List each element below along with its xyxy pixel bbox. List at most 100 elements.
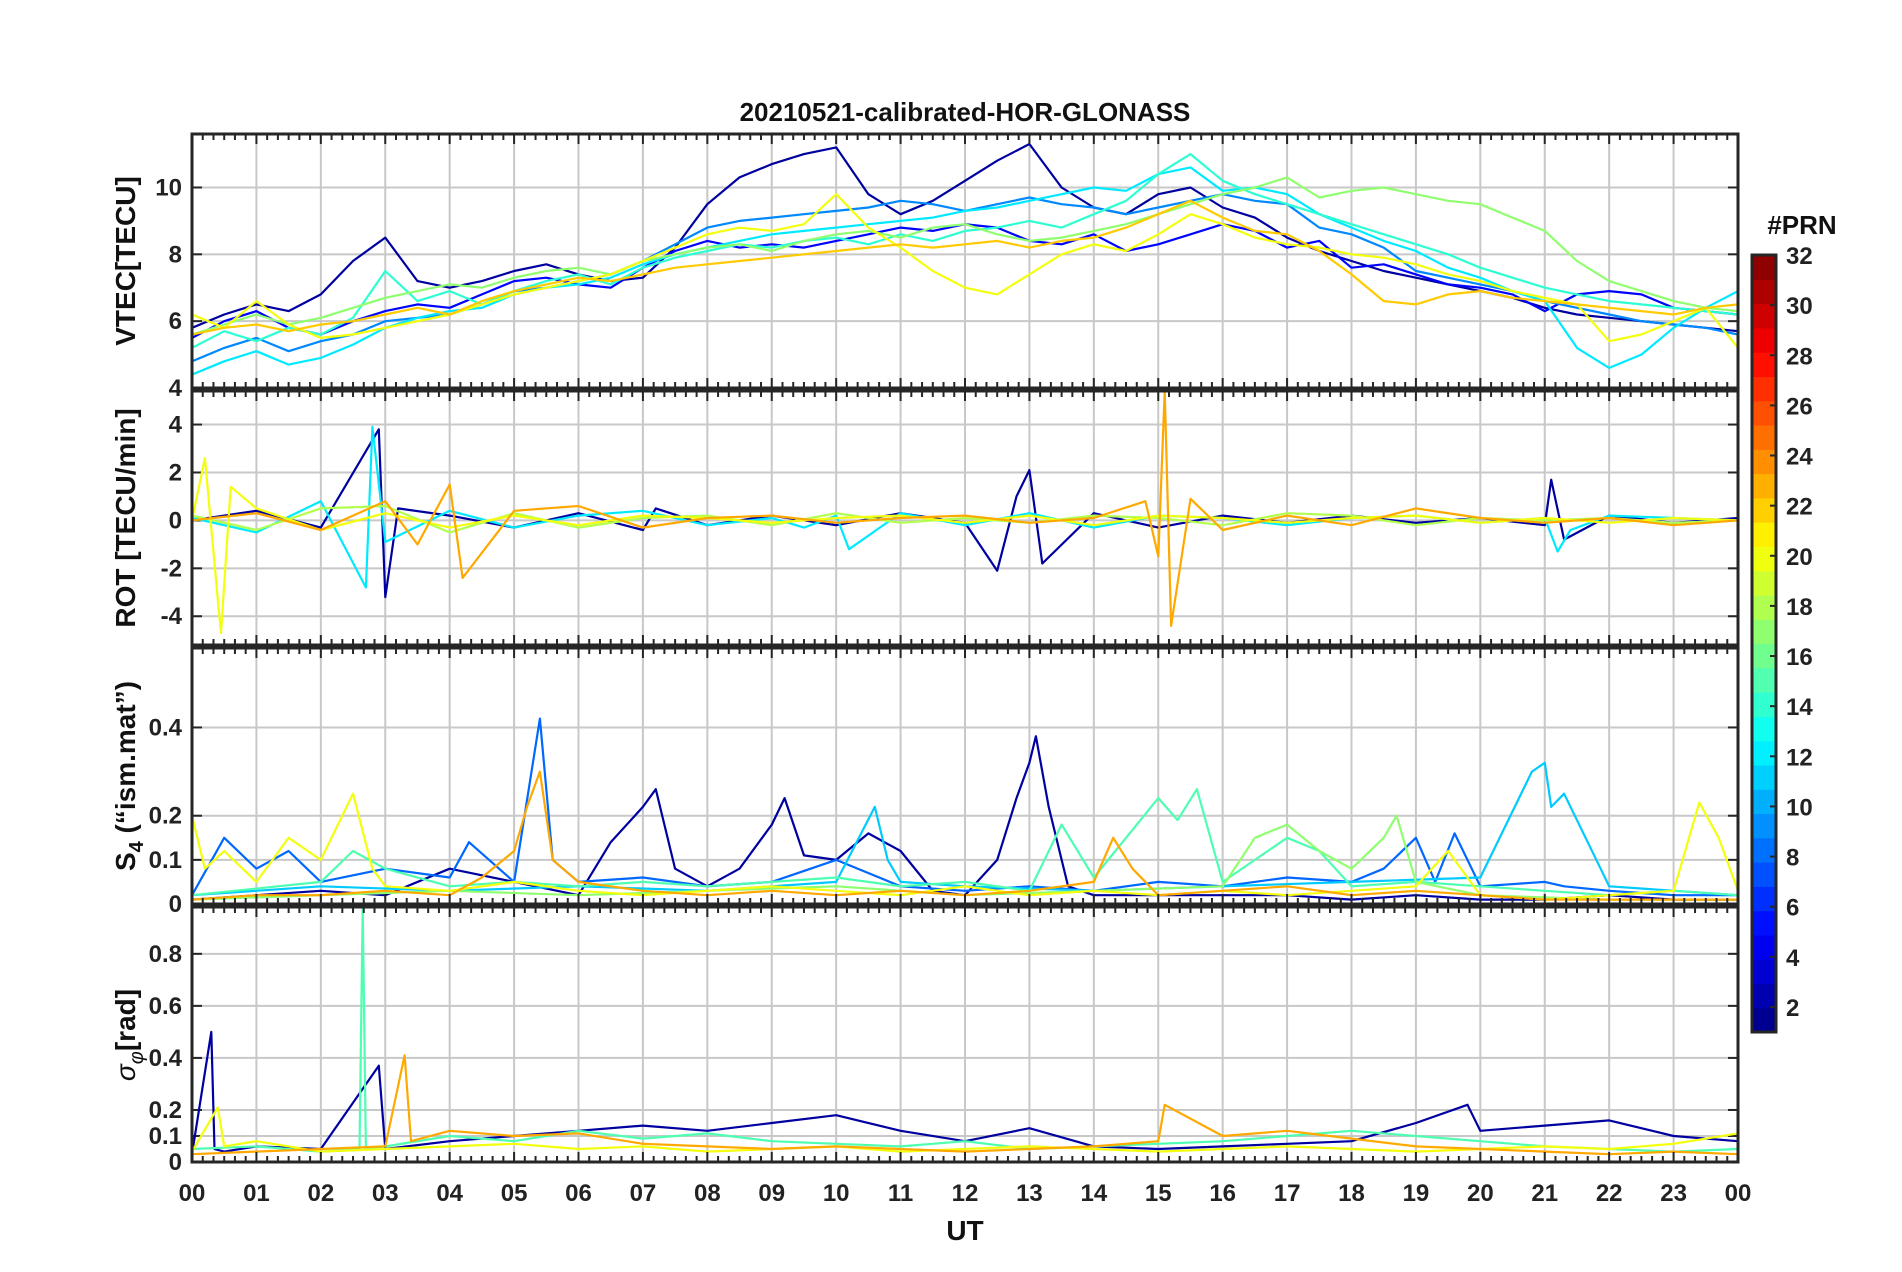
x-tick-label: 17 bbox=[1274, 1180, 1301, 1207]
colorbar-tick-label: 30 bbox=[1786, 293, 1813, 320]
x-axis: 00 01 02 03 04 05 06 07 08 09 10 11 12 13 14 15 16 17 18 19… bbox=[179, 1180, 1752, 1207]
colorbar-segment bbox=[1752, 473, 1776, 499]
y-tick-label: 8 bbox=[169, 241, 182, 268]
series-prn-20 bbox=[192, 457, 1738, 635]
colorbar-segment bbox=[1752, 983, 1776, 1009]
y-label-part: [rad] bbox=[110, 989, 141, 1051]
colorbar-label: #PRN bbox=[1767, 210, 1836, 240]
x-tick-label: 20 bbox=[1467, 1180, 1494, 1207]
series-prn-15 bbox=[192, 907, 1738, 1153]
y-label-part: (“ism.mat”) bbox=[110, 681, 141, 841]
y-tick-label: 0 bbox=[169, 507, 182, 534]
colorbar-segment bbox=[1752, 303, 1776, 329]
colorbar-segment bbox=[1752, 862, 1776, 887]
x-tick-label: 21 bbox=[1531, 1180, 1558, 1207]
x-tick-label: 18 bbox=[1338, 1180, 1365, 1207]
series-prn-22 bbox=[192, 199, 1738, 336]
y-axis-label: VTEC[TECU] bbox=[110, 176, 141, 346]
colorbar-tick-label: 2 bbox=[1786, 995, 1799, 1022]
y-axis-label: σφ[rad] bbox=[110, 989, 148, 1081]
series-prn-12 bbox=[192, 166, 1738, 376]
colorbar-segment bbox=[1752, 497, 1776, 523]
x-tick-label: 00 bbox=[179, 1180, 206, 1207]
series-prn-20 bbox=[192, 1106, 1738, 1153]
colorbar-segment bbox=[1752, 716, 1776, 742]
x-tick-label: 03 bbox=[372, 1180, 399, 1207]
series-group bbox=[192, 907, 1738, 1156]
colorbar-segment bbox=[1752, 934, 1776, 960]
colorbar-tick-label: 16 bbox=[1786, 644, 1813, 671]
colorbar-segment bbox=[1752, 837, 1776, 863]
colorbar-tick-label: 26 bbox=[1786, 393, 1813, 420]
colorbar-segment bbox=[1752, 522, 1776, 547]
x-tick-label: 22 bbox=[1596, 1180, 1623, 1207]
colorbar-tick-label: 10 bbox=[1786, 794, 1813, 821]
x-tick-label: 09 bbox=[758, 1180, 785, 1207]
panel-rot: -4 -2 0 2 4 ROT [TECU/min] bbox=[110, 389, 1740, 647]
y-tick-label: -2 bbox=[161, 555, 182, 582]
colorbar-tick-label: 6 bbox=[1786, 895, 1799, 922]
y-tick-label: 0.1 bbox=[149, 1123, 182, 1150]
series-prn-23 bbox=[192, 1054, 1738, 1156]
x-tick-label: 11 bbox=[888, 1180, 913, 1207]
colorbar-segment bbox=[1752, 740, 1776, 766]
colorbar-segment bbox=[1752, 376, 1776, 402]
colorbar-tick-label: 28 bbox=[1786, 343, 1813, 370]
colorbar-segment bbox=[1752, 619, 1776, 645]
y-tick-label: 4 bbox=[169, 412, 183, 439]
y-tick-label: 0.8 bbox=[149, 941, 182, 968]
series-group bbox=[192, 391, 1738, 635]
panel-frame bbox=[190, 646, 1740, 906]
colorbar-segment bbox=[1752, 667, 1776, 693]
series-prn-15 bbox=[192, 788, 1738, 897]
colorbar-tick-label: 18 bbox=[1786, 594, 1813, 621]
y-label-part: σ bbox=[110, 1063, 141, 1081]
y-tick-label: 0.1 bbox=[149, 847, 182, 874]
x-tick-label: 14 bbox=[1080, 1180, 1107, 1207]
panel-frame bbox=[190, 389, 1740, 647]
x-tick-label: 12 bbox=[952, 1180, 979, 1207]
x-tick-label: 01 bbox=[243, 1180, 270, 1207]
colorbar-segment bbox=[1752, 1007, 1776, 1033]
x-tick-label: 07 bbox=[630, 1180, 657, 1207]
colorbar-segment bbox=[1752, 352, 1776, 378]
x-tick-label: 08 bbox=[694, 1180, 721, 1207]
colorbar-segment bbox=[1752, 424, 1776, 450]
y-tick-label: -4 bbox=[161, 603, 183, 630]
colorbar-segment bbox=[1752, 813, 1776, 839]
x-tick-label: 19 bbox=[1403, 1180, 1430, 1207]
x-tick-label: 10 bbox=[823, 1180, 850, 1207]
colorbar-tick-label: 8 bbox=[1786, 845, 1799, 872]
y-axis-label: ROT [TECU/min] bbox=[110, 408, 141, 627]
y-tick-label: 0 bbox=[169, 891, 182, 918]
series-prn-8 bbox=[192, 717, 1738, 897]
x-tick-label: 23 bbox=[1660, 1180, 1687, 1207]
colorbar-segment bbox=[1752, 910, 1776, 936]
series-group bbox=[192, 142, 1738, 376]
x-tick-label: 06 bbox=[565, 1180, 592, 1207]
series-prn-23 bbox=[192, 770, 1738, 901]
x-tick-label: 02 bbox=[307, 1180, 334, 1207]
series-prn-17 bbox=[192, 176, 1738, 336]
colorbar-tick-label: 20 bbox=[1786, 544, 1813, 571]
x-tick-label: 16 bbox=[1209, 1180, 1236, 1207]
y-tick-label: 2 bbox=[169, 459, 182, 486]
colorbar-tick-label: 22 bbox=[1786, 494, 1813, 521]
y-tick-label: 6 bbox=[169, 308, 182, 335]
y-tick-label: 0.2 bbox=[149, 1097, 182, 1124]
y-tick-label: 10 bbox=[155, 174, 182, 201]
colorbar-segment bbox=[1752, 789, 1776, 815]
colorbar-segment bbox=[1752, 594, 1776, 620]
colorbar-segment bbox=[1752, 764, 1776, 790]
colorbar-segment bbox=[1752, 279, 1776, 305]
series-prn-2 bbox=[192, 428, 1738, 599]
colorbar-segment bbox=[1752, 959, 1776, 985]
y-label-part: φ bbox=[126, 1051, 148, 1064]
y-axis-label: S4 (“ism.mat”) bbox=[110, 681, 148, 871]
panel-vtec: 4 6 8 10 VTEC[TECU] bbox=[110, 132, 1740, 402]
colorbar-tick-label: 4 bbox=[1786, 945, 1800, 972]
colorbar-tick-label: 12 bbox=[1786, 744, 1813, 771]
